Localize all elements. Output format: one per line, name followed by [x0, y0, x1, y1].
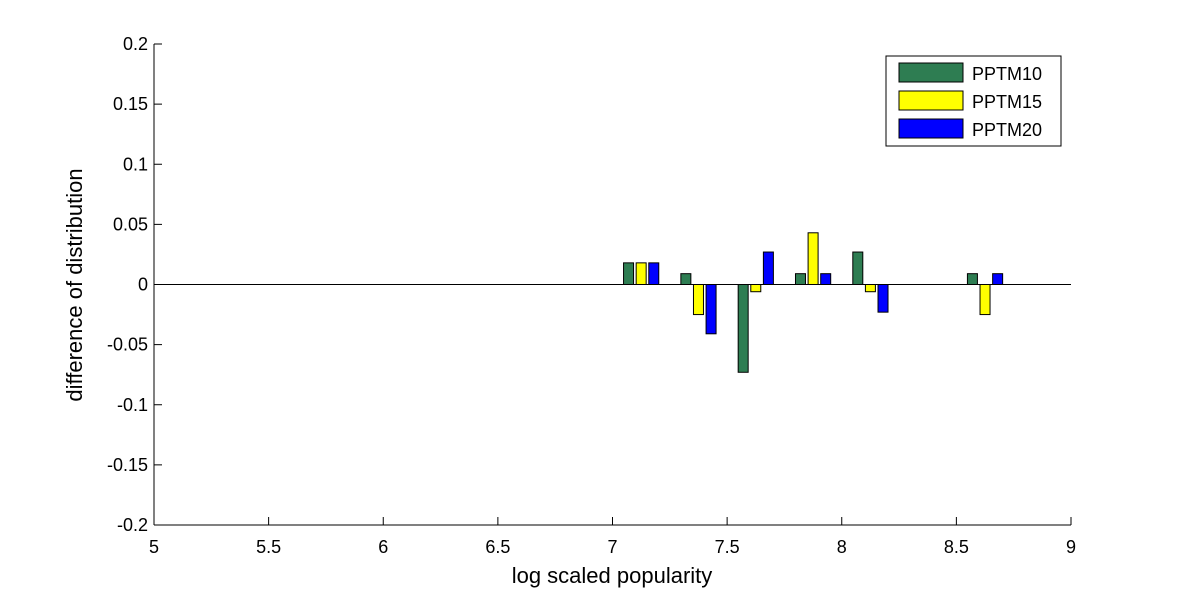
x-tick-label: 6: [378, 537, 388, 557]
y-tick-label: -0.2: [117, 515, 148, 535]
legend-label: PPTM20: [972, 120, 1042, 140]
bar-pptm15: [692, 284, 704, 316]
x-tick-label: 9: [1066, 537, 1076, 557]
bar-pptm10: [737, 284, 749, 373]
bar-pptm15: [807, 232, 819, 285]
bar-pptm20: [820, 273, 832, 285]
plot-area: 5 5.5 6 6.5 7 7.5 8 8.5 9 0.2 0.15 0.1 0.05 0 -0.05 -0.…: [107, 34, 1076, 557]
y-tick-label: 0.2: [123, 34, 148, 54]
y-axis-title: difference of distribution: [62, 168, 87, 401]
bar-pptm20: [648, 262, 660, 286]
legend-swatch: [898, 90, 964, 111]
bar-pptm20: [877, 284, 889, 313]
x-tick-label: 8: [837, 537, 847, 557]
bar-pptm20: [762, 251, 774, 285]
legend-label: PPTM10: [972, 64, 1042, 84]
bar-pptm10: [623, 262, 635, 286]
y-tick-label: -0.05: [107, 335, 148, 355]
y-tick-label: 0.05: [113, 214, 148, 234]
y-tick-label: -0.1: [117, 395, 148, 415]
bar-pptm15: [864, 284, 876, 293]
x-tick-label: 7: [607, 537, 617, 557]
x-axis-title: log scaled popularity: [512, 563, 713, 588]
y-tick-label: -0.15: [107, 455, 148, 475]
legend-label: PPTM15: [972, 92, 1042, 112]
x-tick-label: 5: [149, 537, 159, 557]
bar-pptm10: [794, 273, 806, 285]
x-tick-label: 6.5: [485, 537, 510, 557]
x-tick-label: 8.5: [944, 537, 969, 557]
legend-swatch: [898, 118, 964, 139]
bar-pptm15: [750, 284, 762, 293]
x-tick-label: 7.5: [715, 537, 740, 557]
x-tick-label: 5.5: [256, 537, 281, 557]
y-tick-label: 0: [138, 275, 148, 295]
bar-pptm15: [635, 262, 647, 286]
legend-swatch: [898, 62, 964, 83]
bar-pptm10: [852, 251, 864, 285]
bar-pptm10: [680, 273, 692, 285]
y-tick-label: 0.15: [113, 94, 148, 114]
bar-pptm20: [992, 273, 1004, 285]
legend: PPTM10 PPTM15 PPTM20: [885, 55, 1062, 147]
bar-pptm10: [966, 273, 978, 285]
bar-pptm20: [705, 284, 717, 335]
y-tick-label: 0.1: [123, 154, 148, 174]
bar-pptm15: [979, 284, 991, 316]
